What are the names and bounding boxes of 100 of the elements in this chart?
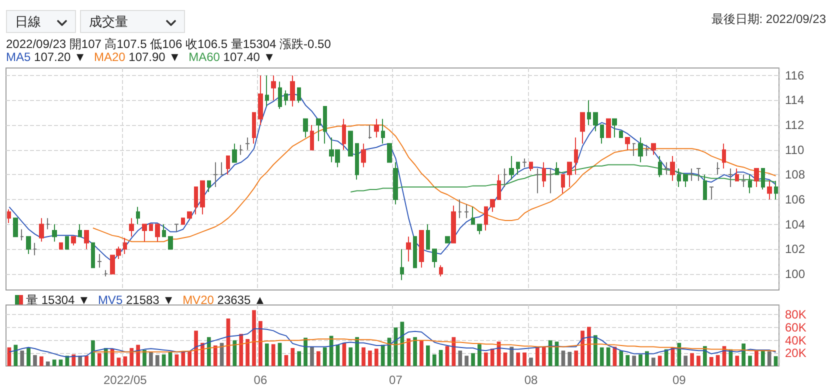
text: 107.90 ▼: [128, 50, 181, 64]
bar: [510, 346, 514, 366]
bar: [380, 344, 385, 366]
bar: [258, 321, 262, 366]
text: MA5: [6, 50, 31, 64]
y-tick-label: 114: [785, 93, 804, 108]
bar: [426, 345, 430, 366]
candlestick: [748, 174, 752, 194]
candlestick: [71, 236, 76, 246]
candlestick: [84, 230, 89, 250]
candlestick: [374, 118, 379, 138]
text: MA60: [188, 50, 220, 64]
candlestick: [767, 180, 772, 200]
bar: [438, 350, 443, 366]
annotation: 15304 ▼: [40, 293, 90, 307]
candlestick: [33, 242, 37, 256]
candlestick: [342, 118, 346, 150]
bar: [709, 357, 714, 366]
text: 107.20 ▼: [33, 50, 86, 64]
bar: [767, 351, 772, 366]
bar: [600, 347, 604, 366]
bar: [471, 353, 475, 366]
candlestick: [612, 118, 617, 138]
bar: [142, 350, 146, 366]
candlestick: [774, 180, 778, 200]
bar: [58, 360, 63, 366]
bar: [638, 354, 642, 366]
candlestick: [174, 224, 179, 232]
bar: [232, 340, 237, 366]
candlestick: [419, 230, 424, 268]
candlestick: [458, 198, 462, 219]
candlestick: [658, 156, 662, 178]
bar: [52, 360, 56, 366]
bar: [374, 348, 378, 366]
bar: [593, 335, 598, 366]
candlestick: [728, 168, 733, 188]
candlestick: [670, 156, 675, 182]
bar: [632, 356, 636, 366]
candlestick: [213, 162, 218, 188]
line-series: [92, 124, 776, 242]
candlestick: [638, 136, 643, 163]
bar: [754, 350, 758, 366]
annotation: 23635 ▲: [216, 293, 266, 307]
candlestick: [497, 174, 501, 200]
bar: [20, 350, 24, 366]
candlestick: [162, 224, 166, 238]
candlestick: [303, 118, 308, 138]
bar: [748, 356, 752, 366]
candlestick: [471, 206, 475, 225]
candlestick: [168, 236, 173, 250]
candlestick: [677, 168, 681, 188]
bar: [400, 322, 404, 366]
text: 日線: [6, 10, 76, 33]
text: MA20: [94, 50, 126, 64]
candlestick: [413, 236, 417, 268]
candlestick: [490, 198, 495, 212]
candlestick: [451, 205, 456, 244]
candlestick: [548, 168, 553, 194]
candlestick: [39, 218, 44, 242]
bar: [548, 340, 552, 366]
bar: [123, 356, 128, 366]
bar: [735, 356, 740, 366]
candlestick: [310, 124, 314, 150]
candlestick: [361, 143, 366, 168]
candlestick: [393, 162, 398, 205]
candlestick: [355, 143, 359, 180]
bar: [206, 337, 211, 366]
y-tick-label: 20K: [785, 346, 806, 360]
candlestick: [220, 162, 224, 176]
bar: [174, 354, 179, 366]
candlestick: [522, 158, 527, 168]
candlestick: [245, 136, 250, 150]
bar: [413, 337, 417, 366]
bar: [188, 351, 192, 366]
bar: [484, 352, 488, 366]
line-series: [350, 164, 776, 193]
candlestick: [735, 168, 739, 182]
candlestick: [754, 168, 759, 188]
candlestick: [207, 180, 211, 193]
candlestick: [580, 112, 585, 144]
candlestick: [445, 236, 450, 244]
bar: [310, 346, 314, 366]
candlestick: [7, 208, 11, 224]
y-tick-label: 112: [785, 118, 804, 132]
bar: [26, 348, 30, 366]
bar: [529, 358, 533, 366]
bar: [213, 345, 218, 366]
y-tick-label: 106: [785, 192, 806, 206]
bar: [252, 310, 256, 366]
bar: [200, 342, 204, 366]
bar: [348, 347, 353, 366]
candlestick: [65, 236, 69, 250]
bar: [445, 346, 450, 366]
candlestick: [348, 130, 353, 157]
bar: [78, 356, 82, 366]
bar: [464, 356, 469, 366]
candlestick: [703, 174, 707, 200]
candlestick: [278, 81, 282, 110]
candlestick: [46, 218, 50, 230]
candlestick: [509, 156, 514, 180]
